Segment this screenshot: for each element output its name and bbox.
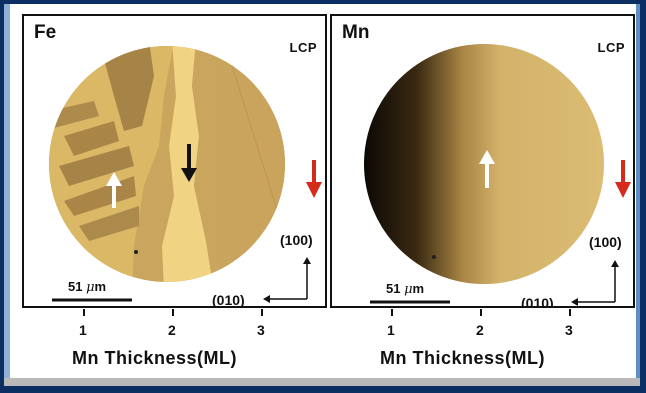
tick-mark [391,309,393,316]
figure: Fe LCP (100) (010) 51 μm [10,4,636,378]
element-label: Fe [34,22,57,43]
tick-mark [172,309,174,316]
mn-panel: Mn LCP (100) (010) 51 μm [330,14,635,308]
tick-mark [83,309,85,316]
white-arrow-head [106,172,122,186]
scale-unit: μ [404,282,413,297]
axis-vertical-head [303,257,311,264]
white-arrow-head [479,150,495,164]
tick-label-3: 3 [257,322,265,338]
polarization-label: LCP [289,40,317,55]
mn-image-svg [364,44,631,306]
axis-010-label: (010) [212,292,245,308]
scale-suffix: m [94,279,107,294]
scale-unit: μ [86,280,95,295]
red-arrow-head [306,182,322,198]
axis-horizontal-head [263,295,270,303]
tick-label-3: 3 [565,322,573,338]
scale-suffix: m [412,281,425,296]
axis-horizontal-head [571,298,578,306]
scale-label: 51 μm [386,281,424,297]
x-axis-label: Mn Thickness(ML) [72,348,238,368]
axis-100-label: (100) [280,232,313,248]
scale-value: 51 [386,281,401,296]
tick-label-1: 1 [79,322,87,338]
tick-label-1: 1 [387,322,395,338]
frame-bottom-edge [4,378,640,386]
x-axis-label: Mn Thickness(ML) [380,348,546,368]
tick-mark [480,309,482,316]
scale-value: 51 [68,279,83,294]
element-label: Mn [342,22,370,43]
scale-label: 51 μm [68,279,106,295]
axis-vertical-head [611,260,619,267]
axis-010-label: (010) [521,295,554,308]
tick-label-2: 2 [168,322,176,338]
fe-panel: Fe LCP (100) (010) 51 μm [22,14,327,308]
axis-100-label: (100) [589,234,622,250]
tick-mark [261,309,263,316]
red-arrow-head [615,182,631,198]
fe-domain-image [49,46,285,282]
black-arrow-head [181,168,197,182]
tick-label-2: 2 [476,322,484,338]
polarization-label: LCP [597,40,625,55]
frame-left-edge [4,4,10,386]
tick-mark [569,309,571,316]
fe-image-svg [49,46,322,303]
